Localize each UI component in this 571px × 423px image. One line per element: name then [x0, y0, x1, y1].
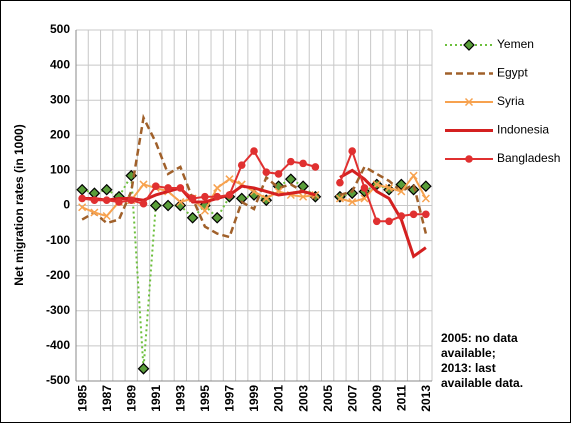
- marker: [200, 206, 209, 215]
- legend-label: Egypt: [497, 66, 528, 80]
- annotation: available data.: [441, 376, 523, 390]
- marker: [372, 180, 381, 189]
- marker: [397, 212, 406, 220]
- y-tick-label: 500: [50, 22, 70, 36]
- legend-label: Indonesia: [497, 123, 549, 137]
- x-tick-label: 1985: [75, 385, 89, 412]
- marker: [137, 362, 150, 375]
- marker: [213, 183, 222, 192]
- x-tick-label: 2011: [394, 385, 408, 411]
- marker: [287, 157, 295, 166]
- marker: [409, 210, 418, 219]
- marker: [102, 196, 111, 205]
- y-axis-label: Net migration rates (in 1000): [12, 124, 26, 285]
- marker: [100, 183, 113, 196]
- marker: [225, 191, 234, 199]
- marker: [176, 184, 185, 192]
- y-tick-label: -500: [46, 373, 70, 387]
- y-tick-label: -200: [46, 268, 70, 282]
- marker: [235, 192, 248, 205]
- marker: [299, 159, 307, 168]
- marker: [174, 199, 187, 212]
- marker: [299, 192, 308, 201]
- marker: [311, 163, 320, 171]
- legend-label: Yemen: [497, 37, 534, 51]
- legend-label: Syria: [497, 94, 525, 108]
- x-tick-label: 2003: [296, 385, 310, 412]
- marker: [225, 175, 234, 184]
- y-tick-label: 400: [50, 57, 70, 71]
- y-tick-label: -300: [46, 303, 70, 317]
- marker: [90, 196, 99, 205]
- marker: [78, 194, 86, 203]
- y-tick-label: 0: [63, 198, 70, 212]
- series-line: [82, 168, 427, 259]
- marker: [409, 171, 418, 180]
- marker: [262, 168, 271, 176]
- x-tick-label: 1993: [174, 385, 188, 412]
- legend-label: Bangladesh: [497, 151, 560, 165]
- marker: [360, 184, 369, 192]
- y-tick-label: 100: [50, 163, 70, 177]
- marker: [176, 197, 185, 207]
- marker: [188, 194, 197, 203]
- marker: [211, 211, 224, 224]
- marker: [397, 187, 406, 196]
- marker: [139, 199, 148, 208]
- marker: [139, 180, 148, 189]
- marker: [464, 97, 474, 107]
- marker: [335, 194, 344, 203]
- marker: [422, 210, 430, 219]
- marker: [90, 208, 99, 217]
- marker: [78, 203, 87, 212]
- marker: [421, 194, 430, 203]
- marker: [115, 198, 123, 206]
- annotation: 2005: no data: [441, 331, 518, 345]
- x-tick-label: 1999: [247, 385, 261, 412]
- x-tick-label: 1989: [124, 385, 138, 412]
- x-tick-label: 2007: [345, 385, 359, 412]
- marker: [465, 155, 473, 163]
- annotation: available;: [441, 346, 496, 360]
- marker: [262, 194, 271, 203]
- marker: [420, 180, 432, 193]
- marker: [102, 211, 111, 221]
- marker: [162, 199, 174, 212]
- marker: [407, 183, 420, 196]
- marker: [274, 170, 283, 178]
- x-tick-label: 2005: [321, 385, 335, 412]
- marker: [186, 211, 199, 224]
- marker: [127, 196, 136, 205]
- marker: [149, 199, 162, 212]
- annotation: 2013: last: [441, 361, 496, 375]
- x-tick-label: 2009: [370, 385, 384, 412]
- marker: [463, 39, 475, 51]
- marker: [213, 192, 221, 201]
- marker: [385, 183, 394, 192]
- marker: [372, 217, 381, 226]
- marker: [237, 161, 246, 169]
- y-tick-label: 200: [50, 127, 70, 141]
- x-tick-label: 2001: [272, 385, 286, 412]
- marker: [250, 147, 258, 155]
- y-tick-label: -400: [46, 338, 70, 352]
- marker: [164, 184, 172, 192]
- marker: [201, 192, 209, 201]
- marker: [348, 197, 357, 207]
- y-tick-label: 300: [50, 92, 70, 106]
- marker: [385, 217, 393, 226]
- marker: [336, 178, 344, 187]
- marker: [348, 147, 357, 155]
- x-tick-label: 2013: [419, 385, 433, 412]
- x-tick-label: 1995: [198, 385, 212, 412]
- marker: [151, 182, 160, 190]
- x-tick-label: 1997: [223, 385, 237, 412]
- series-line: [81, 113, 428, 239]
- x-tick-label: 1991: [149, 385, 163, 412]
- y-tick-label: -100: [46, 233, 70, 247]
- marker: [346, 187, 359, 200]
- x-tick-label: 1987: [100, 385, 114, 412]
